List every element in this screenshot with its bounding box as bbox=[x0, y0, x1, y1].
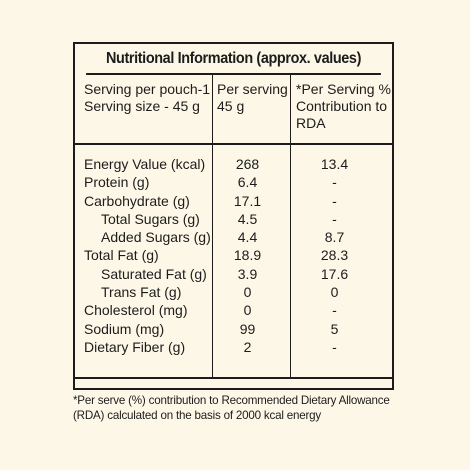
rda-header: *Per Serving % Contribution to RDA bbox=[290, 75, 392, 145]
nutrient-name: Protein (g) bbox=[84, 174, 150, 191]
rda-header-line1: *Per Serving % bbox=[296, 81, 391, 97]
rda-value: 8.7 bbox=[324, 229, 345, 246]
nutrient-name: Dietary Fiber (g) bbox=[84, 338, 186, 355]
table-header-row: Serving per pouch-1 Serving size - 45 g … bbox=[75, 75, 392, 145]
rda-value: 28.3 bbox=[320, 247, 349, 264]
rda-value: - bbox=[332, 302, 337, 319]
nutrient-name: Cholesterol (mg) bbox=[84, 302, 188, 319]
table-title: Nutritional Information (approx. values) bbox=[86, 44, 381, 75]
nutrient-name: Total Sugars (g) bbox=[101, 210, 200, 227]
per-serving-value: 18.9 bbox=[233, 247, 262, 264]
table-bottom-rule bbox=[75, 377, 392, 379]
nutrient-name: Added Sugars (g) bbox=[101, 229, 211, 246]
rda-value: - bbox=[332, 192, 337, 209]
nutrient-name: Trans Fat (g) bbox=[101, 284, 182, 301]
nutrient-name-column: Energy Value (kcal) Protein (g) Carbohydra… bbox=[75, 145, 212, 377]
nutrient-name: Total Fat (g) bbox=[84, 247, 159, 264]
nutrient-name: Energy Value (kcal) bbox=[84, 156, 206, 172]
rda-value: - bbox=[332, 174, 337, 191]
nutrition-table: Nutritional Information (approx. values)… bbox=[73, 42, 394, 390]
per-serving-value: 99 bbox=[239, 320, 256, 337]
rda-header-line3: RDA bbox=[296, 115, 326, 131]
rda-value: 5 bbox=[330, 320, 339, 337]
per-serving-value: 0 bbox=[243, 284, 252, 301]
footnote-line2: (RDA) calculated on the basis of 2000 kc… bbox=[73, 408, 321, 422]
nutrient-name: Saturated Fat (g) bbox=[101, 265, 207, 282]
per-serving-value: 0 bbox=[243, 302, 252, 319]
footnote: *Per serve (%) contribution to Recommend… bbox=[73, 394, 393, 423]
serving-per-pouch: Serving per pouch-1 bbox=[84, 81, 211, 97]
per-serving-label: Per serving bbox=[217, 81, 288, 97]
nutrient-name: Sodium (mg) bbox=[84, 320, 165, 337]
nutrient-name: Carbohydrate (g) bbox=[84, 192, 190, 209]
table-body: Energy Value (kcal) Protein (g) Carbohydra… bbox=[75, 145, 392, 377]
per-serving-amount: 45 g bbox=[217, 98, 245, 114]
rda-value: 0 bbox=[330, 284, 339, 301]
per-serving-value: 268 bbox=[235, 156, 260, 172]
per-serving-value: 17.1 bbox=[233, 192, 262, 209]
per-serving-value: 4.4 bbox=[237, 229, 258, 246]
per-serving-value: 6.4 bbox=[237, 174, 258, 191]
rda-value: - bbox=[332, 210, 337, 227]
rda-header-line2: Contribution to bbox=[296, 98, 388, 114]
per-serving-value: 2 bbox=[243, 338, 252, 355]
rda-value: 17.6 bbox=[320, 265, 349, 282]
rda-value: 13.4 bbox=[320, 156, 349, 172]
per-serving-value: 4.5 bbox=[237, 210, 258, 227]
per-serving-column: 268 6.4 17.1 4.5 4.4 18.9 3.9 0 0 99 2 bbox=[212, 145, 290, 377]
per-serving-header: Per serving 45 g bbox=[212, 75, 290, 145]
rda-column: 13.4- - -8.7 28.3 17.6 0-5- bbox=[290, 145, 392, 377]
serving-size: Serving size - 45 g bbox=[84, 98, 200, 114]
rda-value: - bbox=[332, 338, 337, 355]
footnote-line1: *Per serve (%) contribution to Recommend… bbox=[73, 394, 390, 407]
serving-info-header: Serving per pouch-1 Serving size - 45 g bbox=[75, 75, 212, 145]
per-serving-value: 3.9 bbox=[237, 265, 258, 282]
